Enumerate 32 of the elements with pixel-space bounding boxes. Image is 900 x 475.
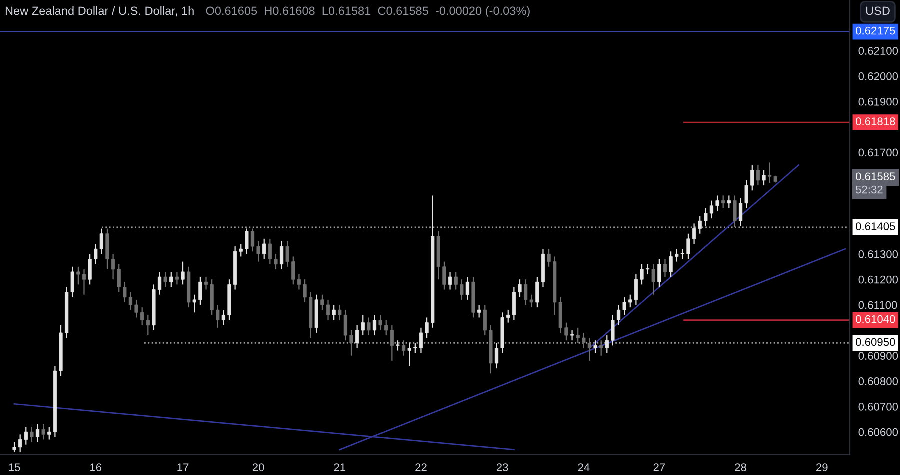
x-tick-label: 20 [252, 464, 264, 472]
ref-line-label: 0.61040 [856, 315, 896, 324]
y-tick-label: 0.61200 [858, 276, 898, 284]
y-tick-label: 0.61300 [858, 250, 898, 258]
y-tick-label: 0.60800 [858, 378, 898, 386]
ref-line-label: 0.62175 [856, 26, 896, 35]
text: 0.61585 [856, 172, 896, 181]
text: 52:32 [856, 186, 883, 194]
x-tick-label: 23 [496, 464, 508, 472]
y-tick-label: 0.60600 [858, 428, 898, 436]
y-tick-label: 0.61900 [858, 98, 898, 106]
y-tick-label: 0.62000 [858, 72, 898, 80]
x-tick-label: 22 [416, 464, 427, 472]
y-tick-label: 0.62100 [858, 47, 898, 55]
ref-line-label: 0.61405 [856, 222, 896, 230]
x-tick-label: 21 [334, 464, 346, 472]
x-tick-label: 27 [654, 464, 666, 472]
y-tick-label: 0.60700 [858, 402, 898, 411]
x-tick-label: 28 [735, 464, 746, 472]
x-tick-label: 24 [578, 464, 590, 472]
x-tick-label: 29 [816, 464, 828, 472]
x-tick-label: 16 [90, 464, 102, 472]
chart-title: New Zealand Dollar / U.S. Dollar, 1h [6, 6, 194, 17]
y-tick-label: 0.61100 [858, 301, 898, 310]
x-tick-label: 17 [178, 464, 189, 472]
ref-line-label: 0.61818 [856, 118, 896, 126]
x-tick-label: 15 [9, 464, 20, 472]
y-axis-title: USD [866, 6, 890, 16]
y-tick-label: 0.60900 [858, 352, 898, 360]
text: O0.61605 H0.61608 L0.61581 C0.61585 -0.00020 (-0.03%) [206, 6, 530, 18]
ref-line-label: 0.60950 [856, 338, 896, 346]
y-tick-label: 0.61700 [858, 148, 898, 157]
